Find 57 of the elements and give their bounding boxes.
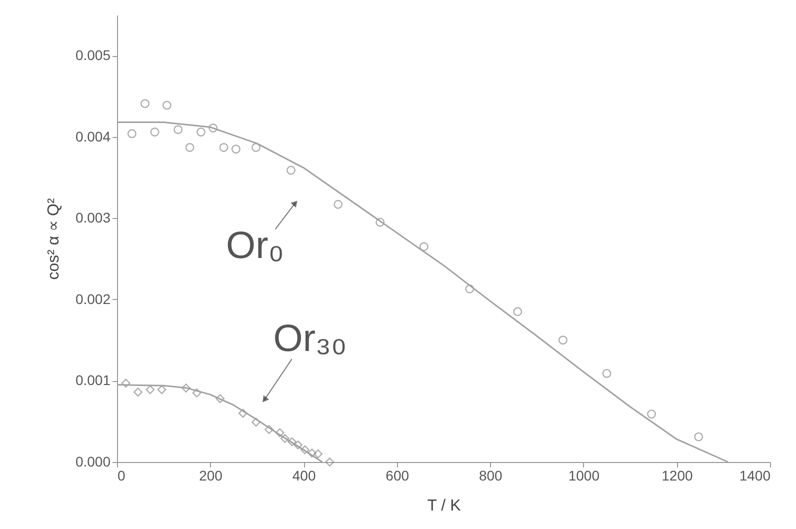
point [419, 242, 428, 252]
x-tick-label: 200 [199, 468, 223, 484]
point [140, 99, 150, 108]
point [238, 408, 248, 418]
point [314, 449, 323, 458]
x-tick-label: 1400 [739, 468, 771, 484]
point [182, 384, 191, 393]
point [174, 125, 183, 134]
x-tick-label: 0 [118, 468, 126, 484]
point [513, 307, 522, 316]
y-tick-label: 0.004 [75, 128, 111, 144]
point [252, 418, 260, 427]
point [196, 128, 206, 136]
x-tick-label: 400 [292, 468, 316, 484]
point [264, 425, 274, 434]
y-tick-label: 0.005 [75, 47, 111, 64]
x-tick-label: 600 [386, 468, 410, 484]
annotation: Or₃₀ [273, 318, 347, 360]
point [208, 124, 218, 132]
point [286, 166, 296, 175]
point [465, 284, 474, 294]
y-tick-label: 0.000 [75, 454, 111, 470]
point [694, 432, 704, 442]
y-axis-title: cos² α ∝ Q² [45, 198, 62, 280]
point [275, 428, 284, 438]
point [121, 378, 130, 388]
x-axis-title: T / K [427, 498, 462, 514]
point [146, 385, 155, 394]
point [252, 143, 260, 152]
point [280, 434, 290, 443]
y-tick-label: 0.002 [75, 290, 111, 307]
point [219, 143, 228, 152]
point [185, 143, 194, 152]
point [192, 388, 202, 398]
point [157, 385, 166, 394]
point [334, 200, 343, 209]
point [294, 440, 302, 450]
x-tick-label: 1200 [662, 468, 693, 484]
point [558, 336, 568, 345]
point [325, 458, 334, 466]
point [150, 128, 160, 136]
point [307, 448, 316, 458]
point [647, 410, 656, 419]
point [127, 129, 136, 138]
point [287, 437, 296, 446]
y-tick-label: 0.003 [75, 210, 111, 226]
point [231, 144, 240, 154]
y-tick-label: 0.001 [75, 372, 111, 388]
point [216, 394, 225, 404]
point [300, 445, 310, 454]
point [602, 368, 612, 378]
x-tick-label: 1000 [568, 468, 600, 484]
point [162, 100, 172, 110]
x-tick-label: 800 [478, 468, 503, 484]
point [376, 218, 385, 227]
point [134, 388, 142, 397]
annotation: Or₀ [226, 225, 284, 267]
